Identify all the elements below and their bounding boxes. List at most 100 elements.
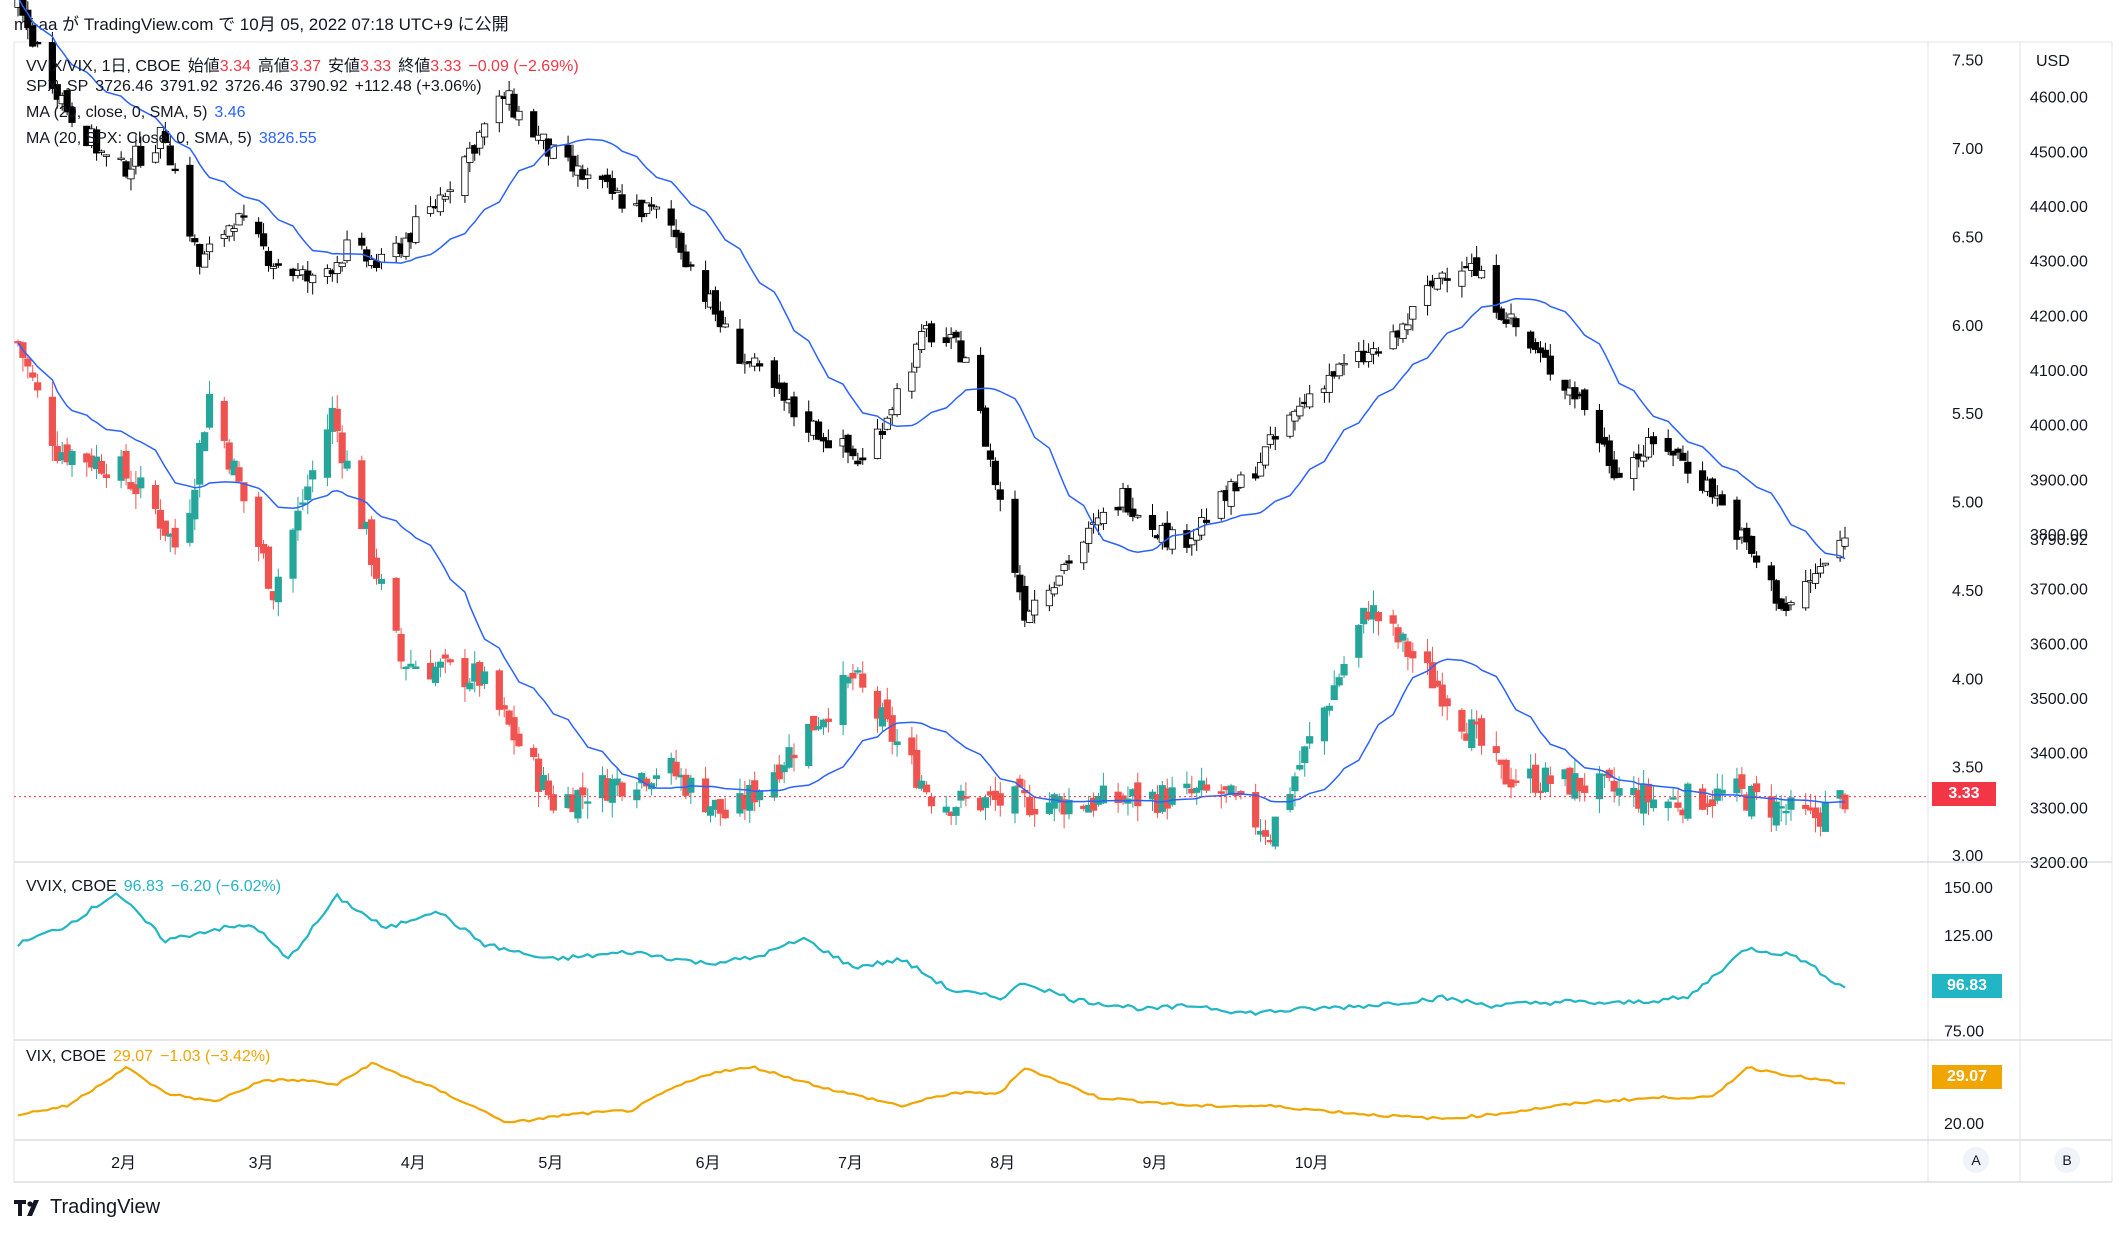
spx-candle — [893, 388, 901, 415]
tradingview-logo[interactable]: TradingView — [14, 1196, 160, 1219]
ratio-candle — [1291, 776, 1299, 792]
ratio-candle — [790, 754, 798, 759]
spx-candle — [1266, 434, 1274, 445]
vix-line — [17, 1061, 1846, 1124]
spx-candle — [1016, 574, 1024, 593]
spx-candle — [161, 131, 169, 143]
spx-candle — [102, 154, 111, 157]
legend-vix-label: VIX, CBOE — [26, 1048, 107, 1065]
spx-candle — [908, 371, 916, 392]
ratio-candle — [756, 790, 764, 801]
legend-ma1-value: 3.46 — [214, 104, 246, 121]
ratio-candle — [264, 546, 273, 589]
spx-candle — [29, 25, 37, 47]
spx-candle — [952, 331, 960, 338]
legend-vvix-value: 96.83 — [123, 878, 164, 895]
ratio-candle — [893, 741, 901, 746]
scale-b-button[interactable]: B — [2054, 1147, 2080, 1173]
ratio-candle — [613, 778, 621, 786]
spx-candle — [913, 343, 921, 368]
spx-candle — [1124, 488, 1132, 513]
spx-candle — [1055, 575, 1063, 586]
ratio-candle — [1787, 797, 1795, 810]
ratio-candle — [1458, 709, 1466, 732]
spx-candle — [1772, 580, 1780, 604]
spx-candle — [927, 323, 936, 343]
month-label: 9月 — [1143, 1155, 1168, 1172]
ratio-candle — [191, 489, 199, 520]
legend-spx: SPX, SP 3726.46 3791.92 3726.46 3790.92 +112.… — [26, 78, 489, 96]
legend-ma2-label: MA (20, SPX: Close, 0, SMA, 5) — [26, 130, 252, 147]
ratio-candle — [544, 780, 553, 796]
ratio-candle — [584, 801, 592, 804]
spx-candle — [1114, 506, 1122, 511]
ratio-candle — [240, 482, 248, 502]
spx-candle — [564, 144, 572, 158]
ratio-candle — [1748, 785, 1756, 817]
spx-candle — [849, 448, 857, 457]
spx-candle — [1477, 270, 1486, 279]
spx-candle — [878, 430, 886, 435]
spx-candle — [1615, 472, 1623, 478]
ratio-axis-tick: 5.50 — [1952, 406, 1983, 423]
spx-candle — [338, 262, 346, 268]
legend-vvix-label: VVIX, CBOE — [26, 878, 117, 895]
ratio-candle — [1438, 684, 1446, 707]
spx-candle — [259, 233, 268, 247]
ratio-candle — [1271, 816, 1279, 847]
ratio-axis-tick: 6.50 — [1952, 229, 1983, 246]
spx-axis-tick: 3600.00 — [2030, 636, 2088, 653]
ratio-candle — [1433, 680, 1441, 687]
spx-candle — [1507, 313, 1515, 319]
ratio-candle — [333, 408, 341, 432]
spx-axis-tick: 3400.00 — [2030, 746, 2088, 763]
spx-candle — [1335, 363, 1343, 377]
ratio-candle — [952, 807, 960, 816]
spx-axis-tick: 4300.00 — [2030, 254, 2088, 271]
spx-axis-tick: 3900.00 — [2030, 472, 2088, 489]
spx-candle — [736, 328, 744, 364]
vix-last-price-tag: 29.07 — [1932, 1065, 2002, 1089]
ratio-candle — [1134, 782, 1142, 807]
spx-candle — [68, 107, 76, 123]
month-label: 5月 — [538, 1155, 563, 1172]
spx-candle — [1512, 318, 1520, 328]
ratio-candle — [343, 460, 351, 469]
spx-candle — [873, 428, 882, 459]
ratio-candle — [780, 765, 788, 773]
ratio-last-price-tag: 3.33 — [1932, 782, 1996, 806]
ratio-candle — [1026, 797, 1034, 816]
ratio-candle — [377, 578, 386, 584]
spx-candle — [682, 251, 690, 268]
spx-candle — [151, 152, 160, 163]
spx-candle — [264, 250, 273, 267]
ratio-candle — [196, 442, 204, 485]
spx-candle — [962, 357, 970, 363]
spx-candle — [515, 110, 523, 121]
spx-candle — [1026, 610, 1034, 623]
ratio-candle — [1738, 774, 1746, 789]
spx-candle — [1473, 257, 1481, 277]
ratio-candle — [942, 806, 950, 813]
legend-vix-chg: −1.03 (−3.42%) — [160, 1048, 271, 1065]
spx-candle — [201, 253, 209, 268]
spx-candle — [255, 221, 263, 235]
ratio-candle — [1477, 718, 1486, 746]
legend-main: VVIX/VIX, 1日, CBOE 始値3.34 高値3.37 安値3.33 終値3.… — [26, 52, 586, 76]
ratio-candle — [466, 682, 474, 690]
ratio-candle — [1168, 787, 1176, 805]
spx-candle — [441, 196, 449, 200]
spx-candle — [751, 357, 759, 367]
ratio-candle — [1404, 641, 1412, 657]
month-label: 10月 — [1295, 1155, 1329, 1172]
spx-candle — [1217, 491, 1225, 519]
usd-axis-title: USD — [2036, 53, 2070, 70]
scale-a-button[interactable]: A — [1963, 1147, 1989, 1173]
ratio-candle — [392, 577, 400, 631]
legend-change: −0.09 (−2.69%) — [468, 58, 579, 75]
ratio-candle — [289, 529, 297, 579]
ratio-candle — [1507, 779, 1515, 788]
legend-spx-c: 3790.92 — [289, 78, 348, 95]
legend-spx-o: 3726.46 — [95, 78, 154, 95]
